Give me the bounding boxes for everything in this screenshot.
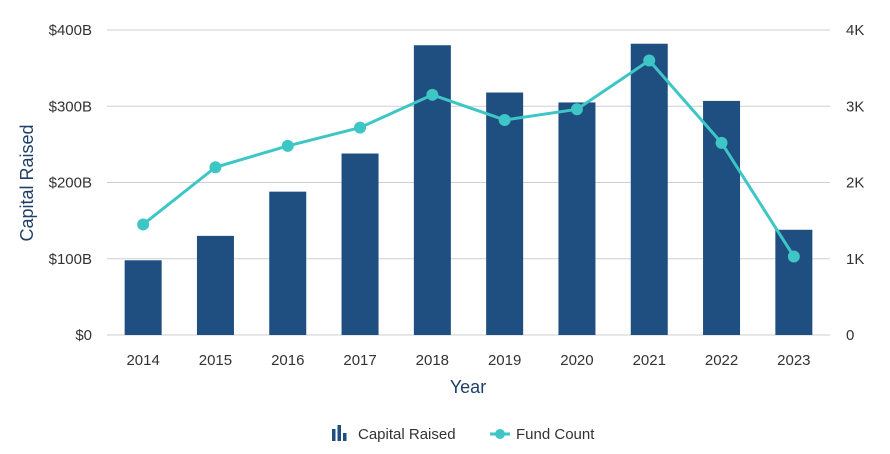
y2-tick-label: 0 (846, 327, 854, 344)
y-axis-title: Capital Raised (17, 124, 37, 241)
legend-label-fund-count: Fund Count (516, 426, 595, 443)
bar-2017[interactable] (341, 153, 379, 335)
bar-2020[interactable] (558, 102, 596, 335)
bar-2016[interactable] (269, 191, 307, 335)
x-tick-label: 2023 (777, 352, 810, 369)
line-marker-icon (490, 429, 510, 439)
fund-count-polyline (142, 59, 796, 258)
fund-count-line (137, 54, 800, 263)
bar-2023[interactable] (775, 229, 813, 335)
fund-count-point-2023[interactable] (787, 250, 800, 263)
y2-tick-label: 2K (846, 175, 864, 192)
y-tick-label: $0 (75, 327, 92, 344)
capital-raised-bars (124, 43, 813, 336)
fund-count-point-2022[interactable] (715, 136, 728, 149)
y2-tick-label: 3K (846, 98, 864, 115)
bar-2014[interactable] (124, 260, 162, 335)
x-tick-label: 2015 (199, 352, 232, 369)
x-tick-label: 2020 (560, 352, 593, 369)
fund-count-point-2018[interactable] (426, 88, 439, 101)
bar-2022[interactable] (703, 100, 741, 335)
y-tick-label: $100B (49, 251, 92, 268)
x-tick-label: 2021 (633, 352, 666, 369)
legend-label-capital-raised: Capital Raised (358, 426, 456, 443)
x-tick-label: 2016 (271, 352, 304, 369)
fund-count-point-2015[interactable] (209, 161, 222, 174)
x-tick-label: 2014 (126, 352, 159, 369)
bar-2015[interactable] (196, 235, 234, 335)
fund-count-point-2016[interactable] (281, 139, 294, 152)
y2-tick-label: 1K (846, 251, 864, 268)
fund-count-point-2017[interactable] (354, 121, 367, 134)
fund-count-point-2014[interactable] (137, 218, 150, 231)
y2-tick-label: 4K (846, 22, 864, 39)
fund-count-point-2020[interactable] (570, 103, 583, 116)
bar-2019[interactable] (486, 92, 524, 336)
x-tick-label: 2018 (416, 352, 449, 369)
bar-chart-icon (332, 425, 347, 441)
y-tick-label: $300B (49, 98, 92, 115)
x-tick-label: 2019 (488, 352, 521, 369)
fund-count-point-2021[interactable] (643, 54, 656, 67)
legend: Capital Raised Fund Count (332, 425, 595, 443)
x-tick-label: 2022 (705, 352, 738, 369)
x-tick-label: 2017 (343, 352, 376, 369)
left-axis-ticks: $0 $100B $200B $300B $400B (49, 22, 92, 344)
bar-2018[interactable] (413, 45, 451, 335)
x-axis-title: Year (450, 377, 486, 397)
bar-2021[interactable] (630, 43, 668, 335)
legend-item-capital-raised[interactable]: Capital Raised (332, 425, 456, 443)
y-tick-label: $400B (49, 22, 92, 39)
legend-item-fund-count[interactable]: Fund Count (490, 426, 595, 443)
right-axis-ticks: 0 1K 2K 3K 4K (846, 22, 864, 344)
fund-count-point-2019[interactable] (498, 113, 511, 126)
y-tick-label: $200B (49, 175, 92, 192)
x-axis-ticks: 2014 2015 2016 2017 2018 2019 2020 2021 2022 2023 (126, 352, 810, 369)
